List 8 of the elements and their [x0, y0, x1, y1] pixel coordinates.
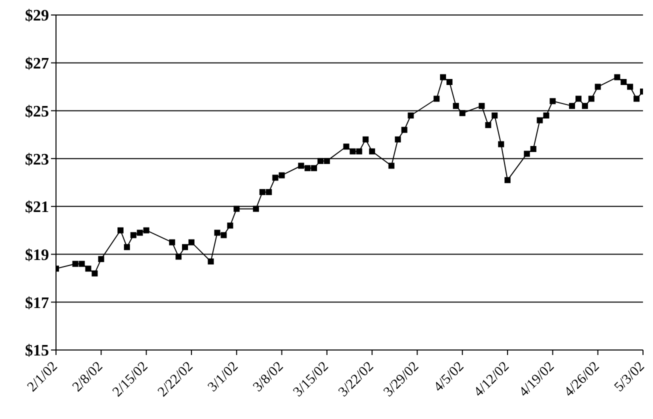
- y-tick-label: $17: [25, 294, 49, 312]
- y-tick-label: $19: [25, 246, 49, 264]
- y-tick-label: $21: [25, 199, 49, 216]
- y-tick-label: $27: [25, 56, 49, 73]
- y-tick-label: $29: [25, 8, 49, 25]
- y-tick-label: $25: [25, 103, 49, 120]
- y-tick-label: $23: [25, 151, 49, 168]
- y-tick-label: $15: [25, 342, 49, 360]
